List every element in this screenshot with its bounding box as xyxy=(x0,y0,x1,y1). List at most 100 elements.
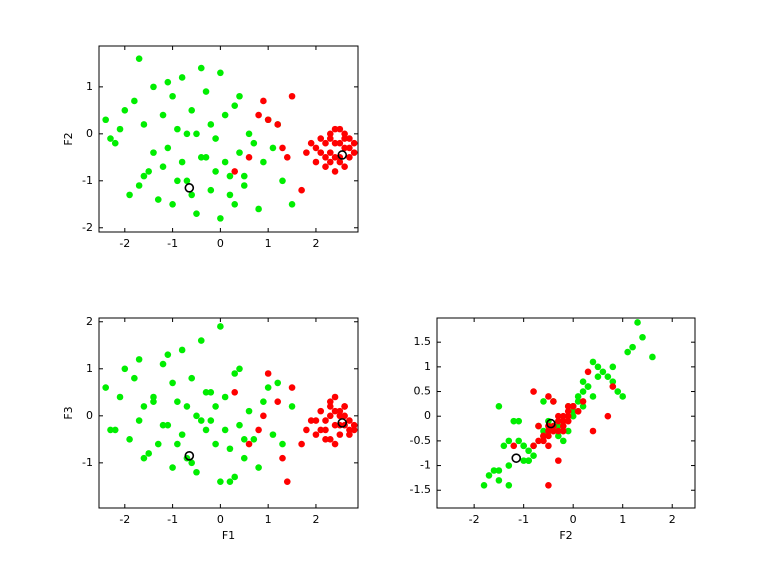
point xyxy=(231,473,239,481)
point xyxy=(150,83,157,91)
y-tick-label: 0 xyxy=(86,409,93,422)
point xyxy=(322,426,329,434)
x-tick-label: 2 xyxy=(312,237,319,250)
point xyxy=(240,436,248,443)
point xyxy=(540,398,547,405)
point xyxy=(574,407,582,415)
point xyxy=(589,427,597,435)
point xyxy=(226,172,234,180)
point xyxy=(350,426,358,434)
point xyxy=(346,417,353,424)
point xyxy=(188,191,196,199)
point xyxy=(135,55,143,62)
point xyxy=(159,360,167,368)
point xyxy=(207,121,215,128)
point xyxy=(178,431,186,438)
point xyxy=(188,107,196,114)
point xyxy=(255,205,262,213)
point xyxy=(231,389,239,396)
point xyxy=(121,365,129,373)
point xyxy=(145,168,152,175)
point xyxy=(564,403,572,410)
point xyxy=(569,412,577,420)
point xyxy=(485,472,493,479)
point xyxy=(303,426,310,434)
point xyxy=(174,177,181,185)
point xyxy=(231,200,239,208)
point xyxy=(255,111,262,119)
point xyxy=(515,437,523,445)
point xyxy=(217,215,224,222)
point xyxy=(183,130,191,138)
point xyxy=(212,135,219,142)
y-tick-label: 1.5 xyxy=(414,335,432,348)
point xyxy=(140,403,148,410)
point xyxy=(505,462,513,469)
point xyxy=(307,139,315,147)
point xyxy=(245,440,253,448)
point xyxy=(639,333,646,341)
point xyxy=(193,130,200,138)
point xyxy=(555,422,562,430)
point xyxy=(350,149,358,156)
point xyxy=(169,464,176,471)
point xyxy=(564,407,572,415)
point xyxy=(336,407,344,415)
point xyxy=(312,158,320,166)
point xyxy=(555,412,562,420)
point xyxy=(245,130,253,138)
centroid xyxy=(184,183,195,193)
point xyxy=(624,348,631,356)
point xyxy=(326,436,334,443)
x-tick-label: -1 xyxy=(167,513,178,526)
point xyxy=(574,393,582,400)
point xyxy=(545,393,552,400)
axes: -2 -1 0 1 2 -2 -1 0 1 F2 xyxy=(62,45,359,250)
point xyxy=(154,440,162,448)
point xyxy=(260,412,267,420)
point xyxy=(283,154,291,161)
point xyxy=(331,440,339,448)
point xyxy=(535,437,542,445)
point xyxy=(336,158,344,166)
point xyxy=(159,111,167,119)
point xyxy=(279,144,286,152)
point xyxy=(169,92,176,100)
point xyxy=(197,337,205,344)
point xyxy=(240,172,248,180)
point xyxy=(207,186,215,194)
point xyxy=(317,426,325,434)
point xyxy=(336,139,344,147)
point xyxy=(599,368,607,376)
point xyxy=(336,431,344,438)
point xyxy=(226,445,234,453)
point xyxy=(178,346,186,354)
point xyxy=(260,158,267,166)
point xyxy=(202,389,210,396)
centroid xyxy=(184,450,195,461)
point xyxy=(269,144,277,152)
axes-frame xyxy=(98,317,359,509)
points xyxy=(102,55,358,222)
point xyxy=(303,149,310,156)
point xyxy=(584,368,592,376)
points xyxy=(102,323,358,485)
point xyxy=(579,398,587,405)
y-tick-label: 0 xyxy=(86,127,93,140)
point xyxy=(107,426,114,434)
point xyxy=(559,412,567,420)
point xyxy=(322,436,329,443)
point xyxy=(525,447,532,455)
point xyxy=(236,149,243,156)
point xyxy=(164,421,172,429)
point xyxy=(164,351,172,358)
point xyxy=(150,393,157,401)
point xyxy=(594,373,602,381)
point xyxy=(525,457,532,464)
point xyxy=(236,421,243,429)
point xyxy=(545,481,552,489)
y-tick-label: 1 xyxy=(86,80,93,93)
point xyxy=(550,398,557,405)
